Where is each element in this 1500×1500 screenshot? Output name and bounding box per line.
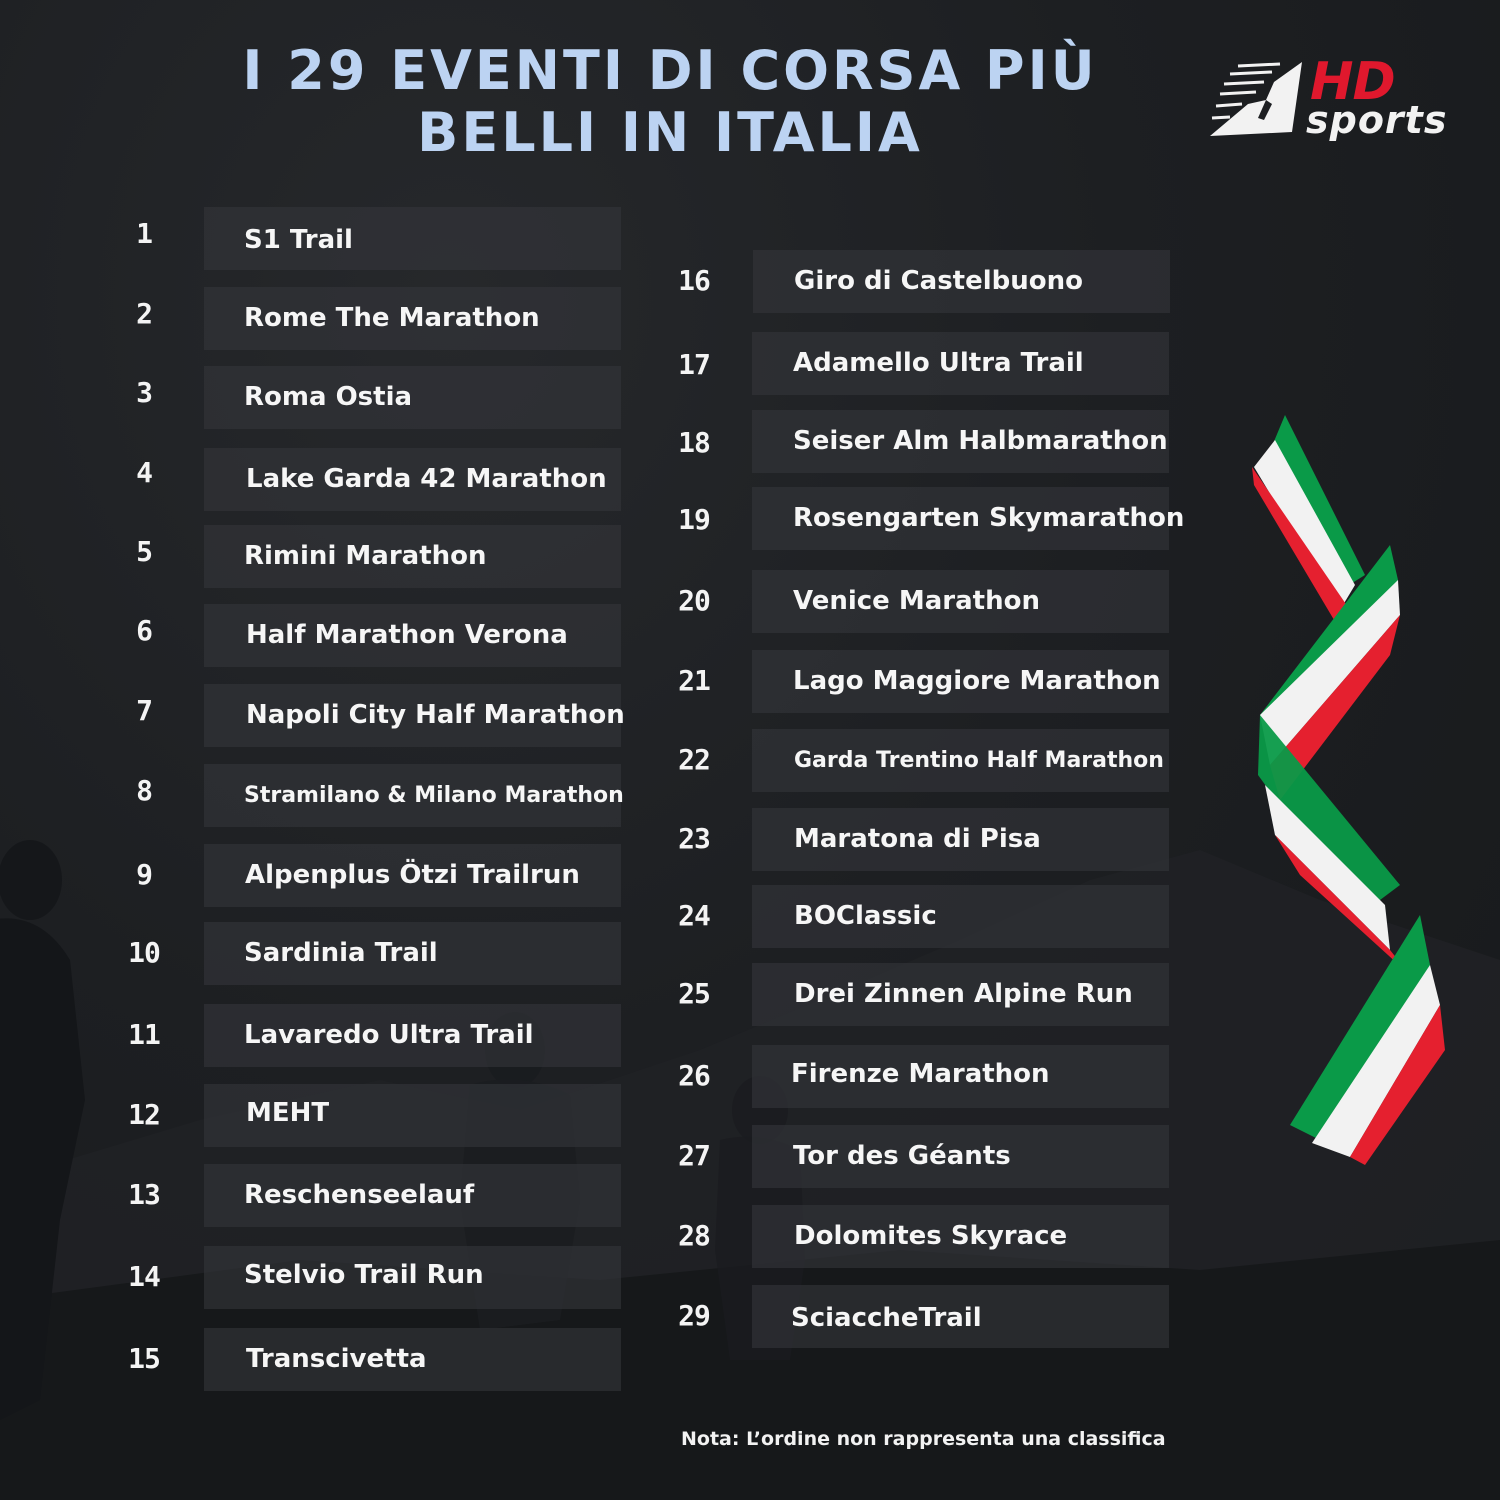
rank-number: 6 [136,614,153,647]
event-box: SciaccheTrail [752,1285,1169,1348]
event-box: Rome The Marathon [204,287,621,350]
title-line-1: I 29 EVENTI DI CORSA PIÙ [242,39,1098,102]
rank-number: 13 [128,1178,161,1211]
rank-number: 3 [136,376,153,409]
rank-number: 17 [678,348,711,381]
rank-number: 1 [136,217,153,250]
rank-number: 2 [136,297,153,330]
event-name: Dolomites Skyrace [794,1221,1068,1251]
event-name: Lake Garda 42 Marathon [246,464,607,494]
event-name: S1 Trail [244,225,353,255]
rank-number: 14 [128,1260,161,1293]
page-title: I 29 EVENTI DI CORSA PIÙ BELLI IN ITALIA [170,40,1170,164]
rank-number: 23 [678,822,711,855]
rank-number: 18 [678,426,711,459]
rank-number: 22 [678,743,711,776]
rank-number: 28 [678,1219,711,1252]
rank-number: 15 [128,1342,161,1375]
event-box: Maratona di Pisa [752,808,1169,871]
rank-number: 5 [136,535,153,568]
event-name: Giro di Castelbuono [794,266,1083,296]
rank-number: 24 [678,899,711,932]
logo-sports-text: sports [1306,98,1448,142]
rank-number: 26 [678,1059,711,1092]
event-box: Alpenplus Ötzi Trailrun [204,844,621,907]
rank-number: 11 [128,1018,161,1051]
event-box: S1 Trail [204,207,621,270]
event-box: Drei Zinnen Alpine Run [752,963,1169,1026]
event-box: Venice Marathon [752,570,1169,633]
event-name: Half Marathon Verona [246,620,568,650]
event-box: Lake Garda 42 Marathon [204,448,621,511]
event-box: MEHT [204,1084,621,1147]
event-box: Transcivetta [204,1328,621,1391]
rank-number: 20 [678,584,711,617]
footer-note: Nota: L’ordine non rappresenta una class… [681,1428,1166,1450]
event-name: SciaccheTrail [791,1303,982,1333]
event-box: Reschenseelauf [204,1164,621,1227]
rank-number: 8 [136,774,153,807]
rank-number: 19 [678,503,711,536]
event-box: Roma Ostia [204,366,621,429]
event-name: Roma Ostia [244,382,413,412]
event-box: Lago Maggiore Marathon [752,650,1169,713]
event-name: Lago Maggiore Marathon [793,666,1161,696]
event-name: Venice Marathon [793,586,1040,616]
rank-number: 16 [678,264,711,297]
event-name: Transcivetta [246,1344,427,1374]
title-line-2: BELLI IN ITALIA [417,101,923,164]
event-box: Firenze Marathon [752,1045,1169,1108]
event-name: Stramilano & Milano Marathon [244,783,624,808]
event-name: Garda Trentino Half Marathon [794,748,1164,773]
event-box: Sardinia Trail [204,922,621,985]
event-box: Dolomites Skyrace [752,1205,1169,1268]
event-box: Rimini Marathon [204,525,621,588]
event-box: Half Marathon Verona [204,604,621,667]
rank-number: 29 [678,1299,711,1332]
event-name: Rome The Marathon [244,303,540,333]
rank-number: 12 [128,1098,161,1131]
event-name: Seiser Alm Halbmarathon [793,426,1168,456]
rank-number: 4 [136,456,153,489]
event-name: Drei Zinnen Alpine Run [794,979,1133,1009]
rank-number: 27 [678,1139,711,1172]
event-name: MEHT [246,1098,330,1128]
event-name: Stelvio Trail Run [244,1260,484,1290]
rank-number: 25 [678,977,711,1010]
event-name: Adamello Ultra Trail [793,348,1084,378]
event-box: Garda Trentino Half Marathon [752,729,1169,792]
event-box: Lavaredo Ultra Trail [204,1004,621,1067]
event-name: Alpenplus Ötzi Trailrun [245,860,580,890]
italian-flag-ribbon-icon [1252,415,1445,1165]
event-name: Reschenseelauf [244,1180,475,1210]
event-name: Lavaredo Ultra Trail [244,1020,534,1050]
rank-number: 9 [136,858,153,891]
rank-number: 10 [128,936,161,969]
event-box: Giro di Castelbuono [753,250,1170,313]
event-box: Napoli City Half Marathon [204,684,625,747]
event-box: Tor des Géants [752,1125,1169,1188]
event-name: Maratona di Pisa [794,824,1041,854]
event-name: Napoli City Half Marathon [246,700,625,730]
event-box: BOClassic [752,885,1169,948]
event-box: Rosengarten Skymarathon [752,487,1184,550]
logo-hd-text: HD [1310,52,1396,112]
rank-number: 21 [678,664,711,697]
event-name: Firenze Marathon [791,1059,1050,1089]
event-box: Adamello Ultra Trail [752,332,1169,395]
rank-number: 7 [136,694,153,727]
event-name: Tor des Géants [793,1141,1011,1171]
hd-sports-logo: HD sports [1208,52,1473,148]
event-name: Rimini Marathon [244,541,487,571]
running-figure-icon [1210,62,1302,136]
event-name: Rosengarten Skymarathon [793,503,1185,533]
event-name: BOClassic [794,901,937,931]
event-box: Stelvio Trail Run [204,1246,621,1309]
event-box: Stramilano & Milano Marathon [204,764,624,827]
event-name: Sardinia Trail [244,938,438,968]
event-box: Seiser Alm Halbmarathon [752,410,1169,473]
